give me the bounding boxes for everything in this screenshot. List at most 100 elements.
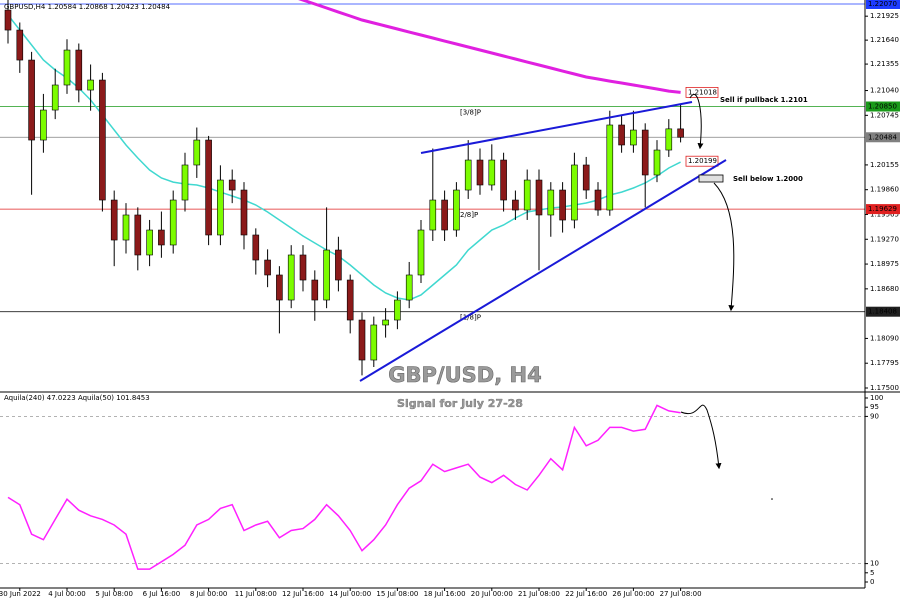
y-tick-label: 1.21040: [870, 87, 899, 95]
y-tick-label: 1.19270: [870, 235, 899, 243]
candle-body: [429, 199, 437, 231]
candle-body: [287, 254, 295, 301]
arrow: [680, 404, 722, 470]
price-level-label: 1.19629: [868, 205, 897, 213]
candle-body: [488, 159, 496, 186]
y-tick-label: 1.20155: [870, 161, 899, 169]
trend-line: [359, 159, 727, 382]
candle-body: [158, 229, 165, 246]
y-tick-label: 1.18975: [870, 260, 899, 268]
y-tick-label: 1.18090: [870, 334, 899, 342]
candle-body: [228, 179, 236, 191]
x-tick-label: 15 Jul 08:00: [376, 590, 418, 598]
x-tick-label: 8 Jul 00:00: [190, 590, 228, 598]
note: Sell if pullback 1.2101: [720, 96, 808, 104]
candle-body: [169, 199, 177, 246]
candle-body: [512, 199, 519, 211]
candle-body: [4, 9, 12, 31]
y-tick-label: 1.18680: [870, 285, 899, 293]
price-level-tag: [866, 204, 900, 215]
price-level-tag: [866, 132, 900, 143]
price-level-label: 1.20484: [868, 133, 897, 141]
x-tick-label: 6 Jul 16:00: [143, 590, 181, 598]
candle-body: [618, 124, 625, 146]
candle-body: [594, 189, 602, 211]
candle-body: [252, 234, 260, 261]
y-tick-label: 1.21355: [870, 60, 899, 68]
candle-body: [134, 214, 142, 256]
arrow: [713, 182, 735, 312]
candle-body: [382, 319, 389, 326]
candle-body: [370, 324, 378, 361]
candle-body: [63, 49, 71, 86]
level-name: 2/8]P: [460, 211, 478, 219]
x-tick-label: 20 Jul 00:00: [471, 590, 513, 598]
candle-body: [264, 259, 271, 276]
entry-box: [698, 174, 724, 183]
price-level-tag: [866, 0, 900, 9]
x-tick-label: 26 Jul 00:00: [612, 590, 654, 598]
price-level-label: 1.20850: [868, 103, 897, 111]
candle-body: [28, 59, 35, 141]
candle-body: [417, 229, 425, 276]
candle-body: [99, 79, 106, 201]
candle-body: [181, 164, 189, 201]
moving-average: [7, 14, 681, 301]
level-name: [3/8]P: [460, 109, 481, 117]
y-tick-label: 0: [870, 578, 874, 586]
candle-body: [559, 189, 566, 221]
candle-body: [240, 189, 248, 236]
price-level-tag: [866, 306, 900, 317]
trend-line: [420, 101, 693, 154]
candle-body: [75, 49, 83, 91]
y-tick-label: 90: [870, 412, 879, 420]
candle-body: [464, 159, 472, 191]
x-tick-label: 18 Jul 16:00: [424, 590, 466, 598]
x-tick-label: 14 Jul 00:00: [329, 590, 371, 598]
moving-average: [298, 0, 681, 94]
price-level-label: 1.18408: [868, 308, 897, 316]
x-tick-label: 11 Jul 08:00: [235, 590, 277, 598]
candle-body: [40, 109, 47, 141]
price-level-tag: [866, 101, 900, 112]
x-tick-label: 21 Jul 08:00: [518, 590, 560, 598]
x-tick-label: 5 Jul 08:00: [95, 590, 133, 598]
y-tick-label: 1.17795: [870, 359, 899, 367]
candle-body: [299, 254, 307, 281]
note: Sell below 1.2000: [733, 175, 803, 183]
candle-body: [665, 128, 673, 151]
candle-body: [358, 319, 366, 361]
x-tick-label: 12 Jul 16:00: [282, 590, 324, 598]
y-tick-label: 1.21640: [870, 36, 899, 44]
x-tick-label: 30 Jun 2022: [0, 590, 41, 598]
y-tick-label: 1.21925: [870, 12, 899, 20]
y-tick-label: 100: [870, 394, 883, 402]
x-tick-label: 4 Jul 00:00: [48, 590, 86, 598]
price-marker: [685, 155, 719, 167]
price-marker: [685, 86, 719, 98]
candle-body: [405, 274, 413, 301]
candle-body: [217, 179, 224, 236]
candle-body: [122, 214, 130, 241]
candle-body: [653, 149, 661, 176]
candle-body: [476, 159, 484, 186]
candle-body: [453, 189, 460, 231]
candle-body: [311, 279, 319, 301]
y-tick-label: 1.19565: [870, 210, 899, 218]
y-tick-label: 5: [870, 569, 874, 577]
candle-body: [323, 249, 330, 301]
price-level-label: 1.22070: [868, 0, 897, 8]
candle-body: [51, 84, 59, 111]
candle-body: [276, 274, 283, 301]
candle-body: [500, 159, 507, 201]
y-tick-label: 1.20745: [870, 111, 899, 119]
candle-body: [523, 179, 531, 211]
candle-body: [630, 129, 637, 146]
chart-subtitle: Signal for July 27-28: [397, 397, 523, 410]
candle-body: [571, 164, 578, 221]
candle-body: [193, 139, 201, 166]
indicator-header: Aquila(240) 47.0223 Aquila(50) 101.8453: [4, 394, 150, 402]
dot: [771, 498, 773, 500]
